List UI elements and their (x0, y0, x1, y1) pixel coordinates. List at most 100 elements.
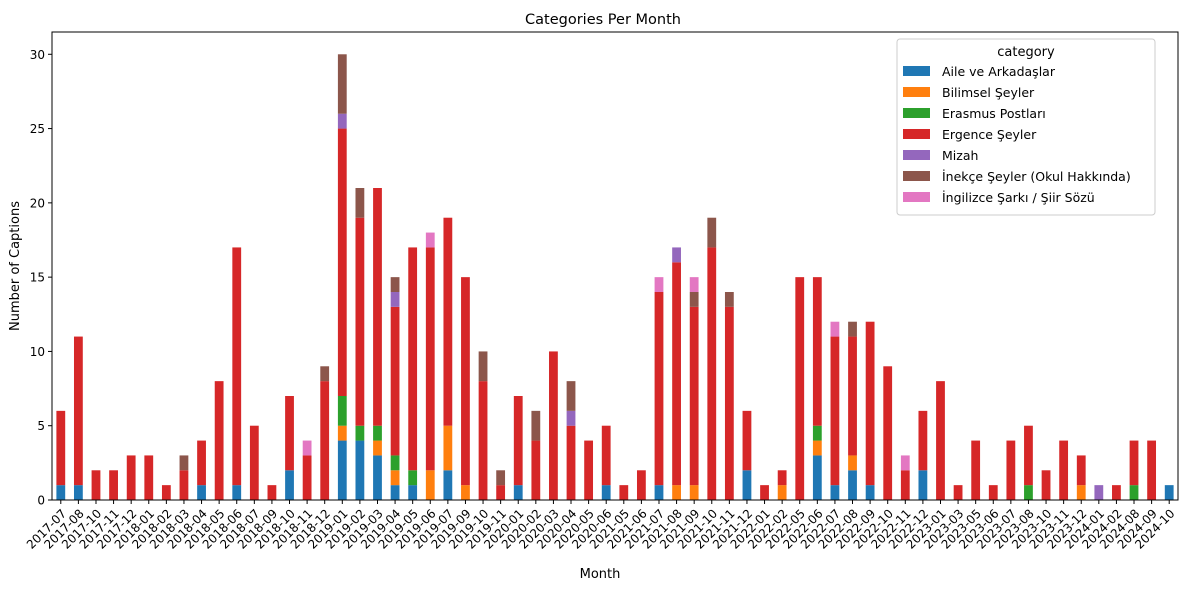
bar-segment-2022-06-series-3 (812, 277, 822, 426)
y-tick-label-10: 10 (30, 345, 45, 359)
bar-segment-2021-08-series-3 (672, 262, 681, 486)
plot-frame (51, 31, 1179, 501)
y-tick-label-25: 25 (30, 122, 45, 136)
bar-segment-2022-06-series-1 (812, 440, 822, 456)
bar-segment-2022-07-series-0 (830, 485, 840, 500)
bar-segment-2021-12-series-0 (742, 470, 752, 500)
bar-segment-2024-08-series-3 (1129, 440, 1139, 486)
bar-segment-2020-04-series-4 (566, 410, 576, 426)
legend-label-3: Ergence Şeyler (942, 127, 1037, 142)
bar-segment-2018-02-series-3 (161, 485, 171, 500)
bar-segment-2019-02-series-0 (355, 440, 365, 500)
bar-segment-2019-10-series-5 (478, 351, 488, 382)
bar-segment-2021-11-series-5 (724, 292, 734, 307)
bar-segment-2024-01-series-4 (1094, 485, 1104, 500)
legend: category Aile ve Arkadaşlar Bilimsel Şeyl… (896, 38, 1156, 216)
bar-segment-2023-12-series-1 (1076, 485, 1086, 500)
legend-swatch-5 (903, 171, 930, 181)
bar-segment-2018-03-series-5 (179, 455, 189, 471)
bar-segment-2019-09-series-3 (461, 277, 470, 486)
bar-segment-2022-08-series-5 (848, 321, 857, 337)
bar-segment-2020-04-series-5 (566, 381, 576, 411)
bar-segment-2018-05-series-3 (214, 381, 224, 500)
bar-segment-2018-04-series-3 (197, 440, 206, 486)
bar-segment-2020-03-series-3 (549, 351, 558, 500)
bar-segment-2019-01-series-3 (337, 128, 347, 396)
bar-segment-2018-01-series-3 (144, 455, 154, 500)
bar-segment-2024-02-series-3 (1112, 485, 1121, 500)
bar-segment-2022-08-series-1 (848, 455, 857, 471)
bar-segment-2019-04-series-3 (390, 306, 400, 456)
bar-segment-2023-05-series-3 (971, 440, 981, 500)
bar-segment-2020-06-series-3 (601, 425, 611, 486)
bar-segment-2019-04-series-2 (390, 455, 400, 471)
bar-segment-2021-09-series-1 (689, 485, 699, 500)
bar-segment-2022-11-series-6 (900, 455, 910, 471)
bar-segment-2022-02-series-3 (777, 470, 787, 486)
bar-segment-2020-01-series-0 (513, 485, 523, 500)
bar-segment-2021-10-series-5 (707, 217, 717, 248)
bar-segment-2019-07-series-1 (443, 425, 453, 471)
bar-segment-2023-03-series-3 (953, 485, 963, 500)
x-axis-label: Month (580, 567, 621, 582)
bar-segment-2017-07-series-3 (56, 410, 66, 486)
bar-segment-2023-07-series-3 (1006, 440, 1016, 500)
bar-segment-2017-08-series-0 (73, 485, 83, 500)
bar-segment-2019-04-series-5 (390, 277, 400, 292)
legend-title: category (997, 45, 1055, 60)
bar-segment-2021-07-series-0 (654, 485, 664, 500)
bar-segment-2024-08-series-2 (1129, 485, 1139, 500)
bar-segment-2019-04-series-1 (390, 470, 400, 486)
bar-segment-2023-01-series-3 (936, 381, 945, 500)
bar-segment-2020-02-series-5 (531, 410, 541, 441)
bars-layer (56, 54, 1174, 500)
bar-segment-2018-11-series-3 (302, 455, 312, 500)
y-tick-label-5: 5 (37, 419, 45, 433)
bar-segment-2023-11-series-3 (1059, 440, 1069, 500)
bar-segment-2023-08-series-2 (1024, 485, 1033, 500)
bar-segment-2018-03-series-3 (179, 470, 189, 500)
bar-segment-2017-08-series-3 (73, 336, 83, 486)
bar-segment-2021-08-series-1 (672, 485, 681, 500)
bar-segment-2019-01-series-0 (337, 440, 347, 500)
bar-segment-2019-04-series-0 (390, 485, 400, 500)
bar-segment-2017-07-series-0 (56, 485, 66, 500)
bar-segment-2020-06-series-0 (601, 485, 611, 500)
bar-segment-2017-12-series-3 (126, 455, 136, 500)
y-tick-label-30: 30 (30, 48, 45, 62)
bar-segment-2022-06-series-2 (812, 425, 822, 441)
legend-label-1: Bilimsel Şeyler (942, 85, 1035, 100)
bar-segment-2021-09-series-3 (689, 306, 699, 486)
bar-segment-2019-10-series-3 (478, 381, 488, 500)
x-axis: 2017-072017-082017-102017-112017-122018-… (24, 500, 1178, 552)
bar-segment-2022-01-series-3 (760, 485, 769, 500)
bar-segment-2022-07-series-6 (830, 321, 840, 337)
bar-segment-2020-04-series-3 (566, 425, 576, 500)
bar-segment-2019-03-series-1 (373, 440, 382, 456)
bar-segment-2024-10-series-0 (1164, 485, 1174, 500)
bar-segment-2022-09-series-3 (865, 321, 875, 486)
bar-segment-2021-08-series-4 (672, 247, 681, 263)
bar-segment-2022-11-series-3 (900, 470, 910, 500)
bar-segment-2023-10-series-3 (1041, 470, 1051, 500)
bar-segment-2021-12-series-3 (742, 410, 752, 471)
bar-segment-2022-02-series-1 (777, 485, 787, 500)
bar-segment-2019-05-series-0 (408, 485, 418, 500)
y-tick-label-15: 15 (30, 271, 45, 285)
bar-segment-2023-08-series-3 (1024, 425, 1033, 486)
bar-segment-2019-07-series-3 (443, 217, 453, 426)
bar-segment-2019-02-series-2 (355, 425, 365, 441)
bar-segment-2020-01-series-3 (513, 396, 523, 486)
bar-segment-2019-06-series-6 (425, 232, 435, 248)
bar-segment-2018-06-series-0 (232, 485, 242, 500)
bar-segment-2018-11-series-6 (302, 440, 312, 456)
legend-swatch-4 (903, 150, 930, 160)
bar-segment-2018-04-series-0 (197, 485, 206, 500)
y-axis-label: Number of Captions (8, 201, 23, 331)
y-tick-label-20: 20 (30, 196, 45, 210)
legend-box (896, 38, 1156, 216)
bar-segment-2021-05-series-3 (619, 485, 629, 500)
legend-swatch-6 (903, 192, 930, 202)
bar-segment-2022-09-series-0 (865, 485, 875, 500)
